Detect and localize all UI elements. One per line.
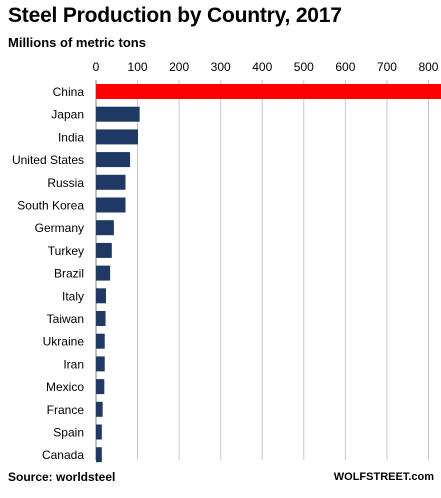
bar-italy bbox=[96, 288, 106, 304]
category-label: Canada bbox=[42, 448, 84, 462]
category-label: Spain bbox=[53, 426, 84, 440]
category-label: France bbox=[47, 403, 85, 417]
brand-label: WOLFSTREET.com bbox=[333, 471, 434, 483]
bar-canada bbox=[96, 447, 102, 463]
x-axis-ticks: 0 100 200 300 400 500 600 700 800 bbox=[93, 60, 439, 74]
category-labels: China Japan India United States Russia South … bbox=[12, 85, 84, 462]
category-label: South Korea bbox=[17, 199, 84, 213]
bar-turkey bbox=[96, 242, 112, 258]
x-tick-label: 800 bbox=[418, 60, 438, 74]
category-label: Germany bbox=[35, 221, 84, 235]
category-label: Japan bbox=[51, 108, 84, 122]
bar-taiwan bbox=[96, 311, 106, 326]
source-note: Source: worldsteel bbox=[8, 470, 116, 484]
bar-iran bbox=[96, 356, 105, 372]
category-label: Iran bbox=[63, 357, 84, 371]
x-tick-label: 200 bbox=[169, 60, 189, 74]
bars bbox=[96, 84, 441, 463]
bar-ukraine bbox=[96, 333, 105, 349]
category-label: India bbox=[58, 130, 84, 144]
x-tick-label: 300 bbox=[211, 60, 231, 74]
x-tick-label: 400 bbox=[252, 60, 272, 74]
category-label: Ukraine bbox=[43, 335, 85, 349]
bar-china bbox=[96, 84, 441, 99]
chart-subtitle: Millions of metric tons bbox=[8, 35, 146, 50]
bar-brazil bbox=[96, 265, 111, 281]
category-label: Italy bbox=[62, 289, 84, 303]
x-tick-label: 500 bbox=[294, 60, 314, 74]
x-tick-label: 700 bbox=[377, 60, 397, 74]
x-tick-label: 0 bbox=[93, 60, 100, 74]
category-label: Brazil bbox=[54, 267, 84, 281]
category-label: Mexico bbox=[46, 380, 84, 394]
bar-germany bbox=[96, 220, 114, 236]
x-tick-label: 100 bbox=[128, 60, 148, 74]
bar-india bbox=[96, 129, 138, 145]
category-label: United States bbox=[12, 153, 84, 167]
bar-russia bbox=[96, 174, 126, 190]
category-label: China bbox=[53, 85, 85, 99]
x-tick-label: 600 bbox=[335, 60, 355, 74]
bar-japan bbox=[96, 106, 140, 122]
bar-france bbox=[96, 401, 103, 417]
bar-united-states bbox=[96, 152, 131, 168]
category-label: Russia bbox=[47, 176, 84, 190]
chart-title: Steel Production by Country, 2017 bbox=[8, 4, 342, 27]
category-label: Taiwan bbox=[47, 312, 84, 326]
bar-south-korea bbox=[96, 197, 126, 213]
category-label: Turkey bbox=[48, 244, 84, 258]
gridlines bbox=[95, 80, 429, 460]
bar-spain bbox=[96, 424, 102, 440]
bar-mexico bbox=[96, 379, 105, 395]
